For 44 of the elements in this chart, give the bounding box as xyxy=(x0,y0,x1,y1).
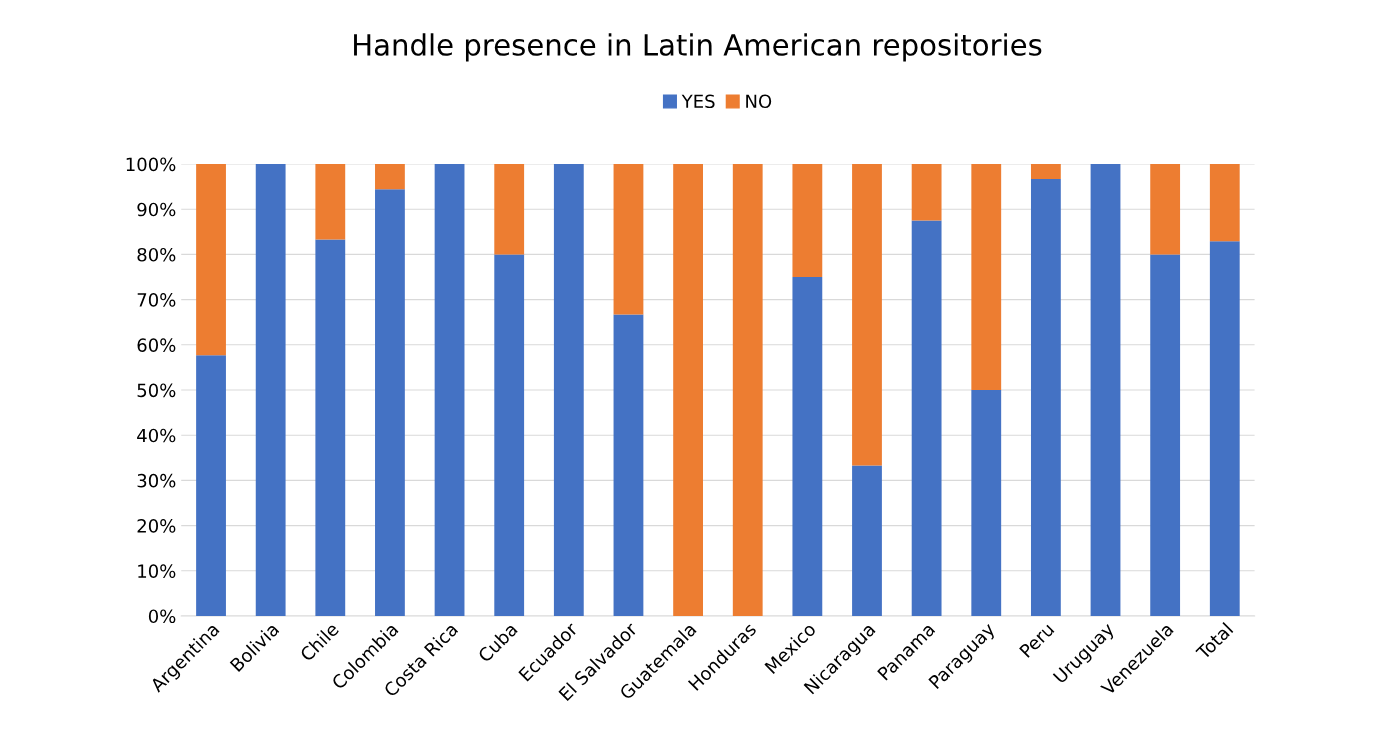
bar xyxy=(196,164,226,356)
bar xyxy=(315,239,346,616)
bar xyxy=(494,164,525,255)
bar xyxy=(553,164,584,616)
bar xyxy=(911,220,942,616)
bar xyxy=(1209,164,1240,242)
bar xyxy=(1090,164,1121,616)
bar xyxy=(852,164,882,466)
y-tick-label: 10% xyxy=(138,564,176,578)
bar xyxy=(971,164,1002,391)
bar xyxy=(911,164,942,221)
y-tick-label: 50% xyxy=(137,383,176,398)
y-tick-label: 20% xyxy=(137,519,176,533)
y-tick-label: 30% xyxy=(137,473,176,488)
bar xyxy=(792,277,823,616)
y-tick-label: 80% xyxy=(137,247,176,262)
bar xyxy=(196,355,226,616)
bar xyxy=(375,164,405,190)
bar xyxy=(732,164,763,616)
bar xyxy=(494,254,525,616)
bar xyxy=(255,164,286,616)
bar xyxy=(971,390,1002,616)
y-tick-label: 60% xyxy=(137,338,176,352)
bar xyxy=(1030,178,1061,616)
bar xyxy=(434,164,465,616)
bar xyxy=(375,189,405,616)
bar xyxy=(1209,241,1240,616)
bar xyxy=(613,164,644,315)
bar xyxy=(792,164,823,278)
bar xyxy=(852,465,882,616)
bar xyxy=(613,314,644,616)
y-tick-label: 70% xyxy=(137,293,176,307)
bar xyxy=(1150,164,1181,255)
y-tick-label: 40% xyxy=(137,428,176,443)
y-tick-label: 100% xyxy=(126,157,176,172)
y-tick-label: 90% xyxy=(137,202,176,217)
legend-label: NO xyxy=(746,94,772,109)
y-tick-label: 0% xyxy=(148,609,176,624)
bar xyxy=(1150,254,1181,616)
bar xyxy=(673,164,703,616)
bar xyxy=(1030,164,1061,179)
chart-title: Handle presence in Latin American repositories xyxy=(354,33,1042,62)
legend-label: YES xyxy=(681,94,715,109)
bar xyxy=(315,164,346,240)
